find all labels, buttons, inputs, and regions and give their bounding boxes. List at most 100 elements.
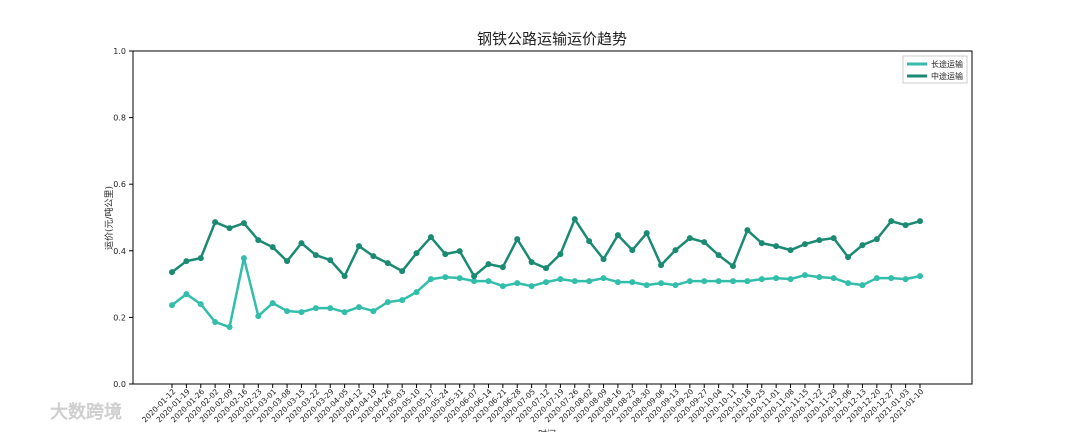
point — [845, 280, 852, 287]
point — [442, 274, 449, 281]
point — [643, 282, 650, 289]
watermark: 大数跨境 — [50, 401, 122, 423]
y-tick-label: 0.0 — [113, 380, 126, 389]
point — [557, 251, 564, 258]
point — [240, 220, 247, 227]
point — [629, 247, 636, 254]
point — [586, 278, 593, 285]
point — [485, 261, 492, 268]
point — [672, 282, 679, 289]
point — [456, 248, 463, 255]
point — [370, 308, 377, 315]
point — [255, 237, 262, 244]
point — [327, 305, 334, 312]
point — [356, 304, 362, 311]
point — [715, 278, 722, 285]
point — [356, 243, 362, 250]
x-axis-label: 时间 — [538, 428, 556, 432]
point — [600, 256, 607, 263]
point — [701, 239, 708, 246]
point — [730, 263, 736, 270]
point — [183, 258, 190, 265]
point — [298, 309, 305, 316]
point — [586, 238, 593, 245]
point — [269, 300, 276, 307]
point — [284, 258, 291, 265]
point — [413, 250, 420, 257]
y-tick-label: 0.8 — [113, 114, 126, 123]
point — [773, 275, 780, 282]
point — [888, 218, 895, 225]
point — [859, 242, 866, 249]
point — [427, 234, 434, 241]
point — [384, 260, 391, 267]
point — [715, 252, 722, 259]
point — [528, 259, 535, 266]
y-tick-label: 0.4 — [113, 247, 126, 256]
point — [816, 237, 823, 244]
y-tick-label: 1.0 — [113, 47, 126, 56]
point — [830, 275, 837, 282]
legend-box — [902, 55, 968, 84]
y-axis-label: 运价(元/吨公里) — [103, 186, 115, 250]
legend-label: 中途运输 — [931, 71, 963, 81]
point — [212, 319, 219, 326]
point — [672, 247, 679, 254]
point — [888, 275, 895, 282]
point — [471, 278, 478, 285]
point — [557, 276, 564, 283]
point — [845, 254, 852, 261]
point — [312, 252, 319, 259]
point — [341, 309, 348, 316]
point — [370, 253, 377, 260]
point — [255, 313, 262, 320]
point — [787, 247, 794, 254]
point — [686, 235, 693, 242]
point — [485, 278, 492, 285]
point — [917, 218, 923, 225]
point — [571, 278, 578, 285]
chart-title: 钢铁公路运输运价趋势 — [477, 30, 627, 48]
point — [801, 272, 808, 279]
point — [571, 216, 578, 223]
point — [399, 297, 406, 304]
point — [744, 278, 751, 285]
point — [816, 274, 823, 281]
point — [758, 240, 765, 247]
point — [514, 236, 521, 243]
point — [543, 279, 549, 286]
point — [917, 273, 923, 280]
point — [341, 273, 348, 280]
point — [514, 280, 521, 287]
point — [197, 255, 204, 262]
point — [298, 240, 305, 247]
point — [240, 255, 247, 262]
point — [269, 244, 276, 251]
plot-frame — [132, 50, 973, 385]
point — [543, 265, 549, 272]
point — [701, 278, 708, 285]
point — [902, 276, 909, 283]
point — [744, 227, 751, 234]
point — [427, 276, 434, 283]
point — [226, 225, 233, 232]
legend-label: 长途运输 — [931, 59, 963, 69]
point — [312, 305, 319, 312]
point — [456, 275, 463, 282]
point — [384, 299, 391, 306]
point — [686, 278, 693, 285]
point — [787, 276, 794, 283]
point — [212, 219, 219, 226]
point — [643, 230, 650, 237]
point — [873, 275, 880, 282]
point — [197, 301, 204, 308]
point — [169, 302, 175, 309]
point — [614, 279, 621, 286]
point — [873, 236, 880, 243]
point — [902, 222, 909, 229]
point — [169, 269, 175, 276]
point — [499, 283, 506, 290]
point — [442, 251, 449, 258]
point — [614, 232, 621, 239]
